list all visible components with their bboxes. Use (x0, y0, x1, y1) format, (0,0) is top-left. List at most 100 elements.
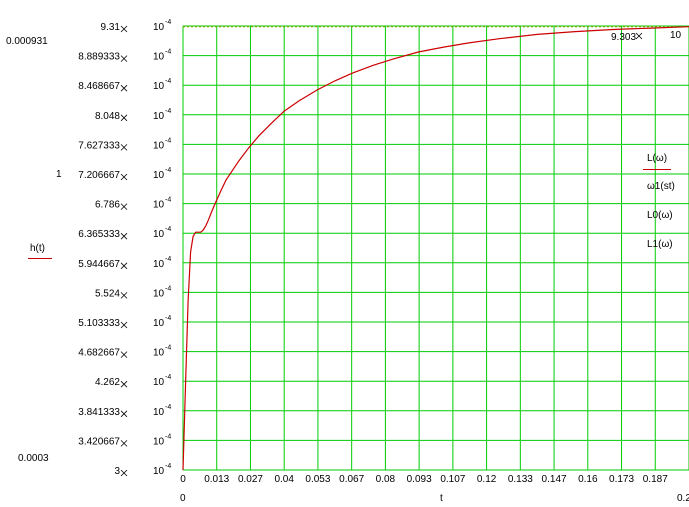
y-min-label: 0.0003 (18, 453, 49, 464)
y-tick-exponent: -4 (165, 345, 171, 352)
y-tick-label: 4.682667 (78, 348, 120, 359)
y-tick-base: 10 (153, 466, 165, 477)
x-min-label: 0 (180, 493, 186, 504)
series-line (182, 26, 689, 471)
y-tick-exponent: -4 (165, 197, 171, 204)
y-tick-base: 10 (153, 407, 165, 418)
x-tick-label: 0.187 (643, 474, 668, 485)
y-tick-exponent: -4 (165, 285, 171, 292)
legend-entry-omega1: ω1(st) (647, 181, 675, 192)
y-tick-base: 10 (153, 229, 165, 240)
y-tick-base: 10 (153, 288, 165, 299)
y-tick-exponent: -4 (165, 19, 171, 26)
y-axis-label-line-swatch (28, 258, 52, 259)
y-tick-base: 10 (153, 81, 165, 92)
legend-entry-l1-omega: L1(ω) (647, 239, 673, 250)
y-tick-base: 10 (153, 259, 165, 270)
y-tick-label: 9.31 (101, 22, 121, 33)
x-tick-label: 0.013 (204, 474, 229, 485)
y-tick-label: 4.262 (95, 377, 120, 388)
reference-value-label: 9.303 (611, 32, 636, 43)
y-tick-label: 5.103333 (78, 318, 120, 329)
y-tick-label: 8.468667 (78, 81, 120, 92)
y-tick-times-mark (120, 380, 128, 388)
y-tick-times-mark (120, 351, 128, 358)
y-tick-times-mark (120, 84, 128, 92)
y-max-label: 0.000931 (6, 36, 48, 47)
y-tick-label: 7.627333 (78, 140, 120, 151)
y-tick-exponent: -4 (165, 256, 171, 263)
y-tick-base: 10 (153, 348, 165, 359)
y-tick-exponent: -4 (165, 226, 171, 233)
y-tick-times-mark (120, 25, 128, 33)
x-max-label: 0.2 (677, 493, 689, 504)
y-tick-base: 10 (153, 111, 165, 122)
x-tick-label: 0.16 (578, 474, 598, 485)
reference-times-mark (635, 32, 643, 40)
y-tick-exponent: -4 (165, 374, 171, 381)
y-tick-times-mark (120, 203, 128, 210)
x-tick-label: 0.107 (440, 474, 465, 485)
y-tick-base: 10 (153, 52, 165, 63)
y-tick-label: 6.786 (95, 200, 120, 211)
y-tick-times-mark (120, 440, 128, 447)
y-axis-label: h(t) (30, 243, 45, 254)
y-tick-exponent: -4 (165, 433, 171, 440)
left-marker: 1 (56, 169, 62, 180)
y-tick-label: 6.365333 (78, 229, 120, 240)
x-tick-label: 0.12 (477, 474, 497, 485)
y-tick-base: 10 (153, 377, 165, 388)
x-axis-label: t (440, 493, 443, 504)
x-tick-label: 0 (180, 474, 186, 485)
y-tick-label: 3.841333 (78, 407, 120, 418)
y-tick-exponent: -4 (165, 137, 171, 144)
y-tick-label: 7.206667 (78, 170, 120, 181)
line-layer (182, 26, 689, 471)
x-tick-label: 0.147 (542, 474, 567, 485)
y-tick-base: 10 (153, 318, 165, 329)
y-tick-base: 10 (153, 436, 165, 447)
y-tick-exponent: -4 (165, 315, 171, 322)
y-tick-times-mark (120, 321, 128, 329)
y-tick-label: 3 (114, 466, 120, 477)
x-tick-label: 0.027 (238, 474, 263, 485)
y-tick-times-mark (120, 469, 128, 477)
x-tick-label: 0.173 (609, 474, 634, 485)
y-tick-label: 8.048 (95, 111, 120, 122)
legend-swatch-l-omega (643, 169, 671, 170)
x-tick-labels: 0 0.013 0.027 0.04 0.053 0.067 0.08 0.093 0.107 0… (180, 474, 668, 485)
x-tick-label: 0.04 (274, 474, 294, 485)
y-tick-exponent: -4 (165, 108, 171, 115)
y-tick-exponent: -4 (165, 49, 171, 56)
x-tick-label: 0.053 (305, 474, 330, 485)
y-tick-label: 5.524 (95, 288, 120, 299)
y-tick-exponent: -4 (165, 404, 171, 411)
y-tick-times-mark (120, 262, 128, 270)
y-tick-labels: 9.31 10 -48.889333 10 -48.468667 10 -48.048 10-… (78, 19, 171, 477)
y-tick-exponent: -4 (165, 78, 171, 85)
y-tick-times-mark (120, 292, 128, 299)
x-tick-label: 0.093 (407, 474, 432, 485)
grid-layer (182, 25, 689, 471)
y-tick-label: 3.420667 (78, 436, 120, 447)
y-tick-base: 10 (153, 200, 165, 211)
y-tick-times-mark (120, 55, 128, 62)
y-tick-times-mark (120, 410, 128, 418)
y-tick-base: 10 (153, 170, 165, 181)
y-tick-times-mark (120, 232, 128, 240)
legend-entry-l-omega: L(ω) (647, 153, 668, 164)
x-tick-label: 0.133 (508, 474, 533, 485)
y-tick-base: 10 (153, 22, 165, 33)
y-tick-times-mark (120, 114, 128, 122)
y-tick-times-mark (120, 144, 128, 151)
right-partial-label: 10 (670, 30, 682, 41)
x-tick-label: 0.08 (376, 474, 396, 485)
y-tick-base: 10 (153, 140, 165, 151)
y-tick-exponent: -4 (165, 167, 171, 174)
y-tick-label: 5.944667 (78, 259, 120, 270)
x-tick-label: 0.067 (339, 474, 364, 485)
y-tick-exponent: -4 (165, 463, 171, 470)
legend-entry-l0-omega: L0(ω) (647, 210, 673, 221)
y-tick-times-mark (120, 173, 128, 181)
